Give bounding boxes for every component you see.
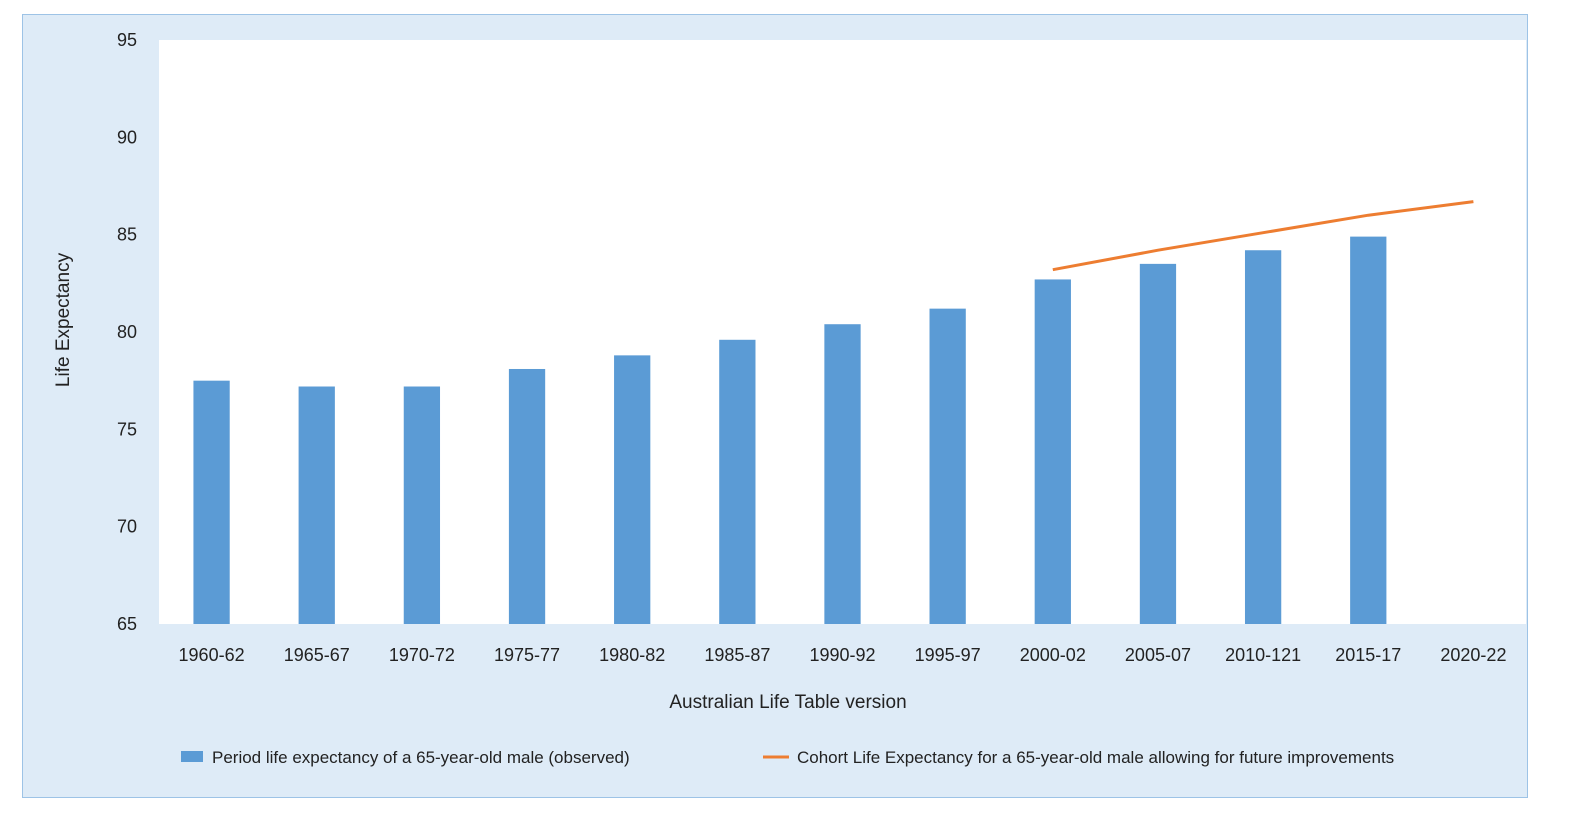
- x-tick-label: 1965-67: [284, 645, 350, 665]
- y-tick-label: 75: [117, 419, 137, 439]
- chart-svg: 65 70 75 80 85 90 95 1960-62 1965-67 1970-72 1975…: [53, 30, 1526, 767]
- y-tick-label: 85: [117, 225, 137, 245]
- x-tick-label: 2020-22: [1440, 645, 1506, 665]
- x-tick-label: 2015-17: [1335, 645, 1401, 665]
- line-series: [1052, 200, 1474, 272]
- x-tick-label: 1985-87: [704, 645, 770, 665]
- bar: [508, 368, 546, 624]
- x-axis: 1960-62 1965-67 1970-72 1975-77 1980-82 1985-…: [179, 645, 1507, 665]
- x-tick-label: 2005-07: [1125, 645, 1191, 665]
- x-tick-label: 1975-77: [494, 645, 560, 665]
- y-tick-label: 80: [117, 322, 137, 342]
- legend-label-bar: Period life expectancy of a 65-year-old …: [212, 748, 630, 767]
- cohort-line: [1052, 200, 1474, 272]
- y-tick-label: 65: [117, 614, 137, 634]
- bar: [298, 386, 335, 624]
- bar: [824, 324, 861, 624]
- legend-swatch-bar: [181, 751, 203, 762]
- x-axis-title: Australian Life Table version: [669, 692, 906, 713]
- legend: Period life expectancy of a 65-year-old …: [181, 748, 1394, 767]
- bar: [929, 308, 966, 624]
- x-tick-label: 1960-62: [179, 645, 245, 665]
- x-tick-label: 2010-121: [1225, 645, 1301, 665]
- legend-label-line: Cohort Life Expectancy for a 65-year-old…: [797, 748, 1394, 767]
- y-tick-label: 95: [117, 30, 137, 50]
- bar: [614, 355, 651, 624]
- x-tick-label: 1990-92: [809, 645, 875, 665]
- bar: [1139, 263, 1177, 624]
- bar: [1350, 236, 1387, 624]
- bar-series: [193, 236, 1387, 625]
- y-tick-label: 70: [117, 517, 137, 537]
- bar: [1034, 279, 1071, 624]
- bar: [1244, 250, 1282, 625]
- x-tick-label: 1970-72: [389, 645, 455, 665]
- x-tick-label: 1980-82: [599, 645, 665, 665]
- bar: [193, 380, 230, 624]
- x-tick-label: 1995-97: [915, 645, 981, 665]
- y-axis: 65 70 75 80 85 90 95: [117, 30, 137, 634]
- y-axis-title: Life Expectancy: [53, 252, 74, 387]
- chart-frame: 65 70 75 80 85 90 95 1960-62 1965-67 1970-72 1975…: [22, 14, 1528, 798]
- y-tick-label: 90: [117, 127, 137, 147]
- bar: [403, 386, 441, 624]
- x-tick-label: 2000-02: [1020, 645, 1086, 665]
- bar: [719, 339, 756, 624]
